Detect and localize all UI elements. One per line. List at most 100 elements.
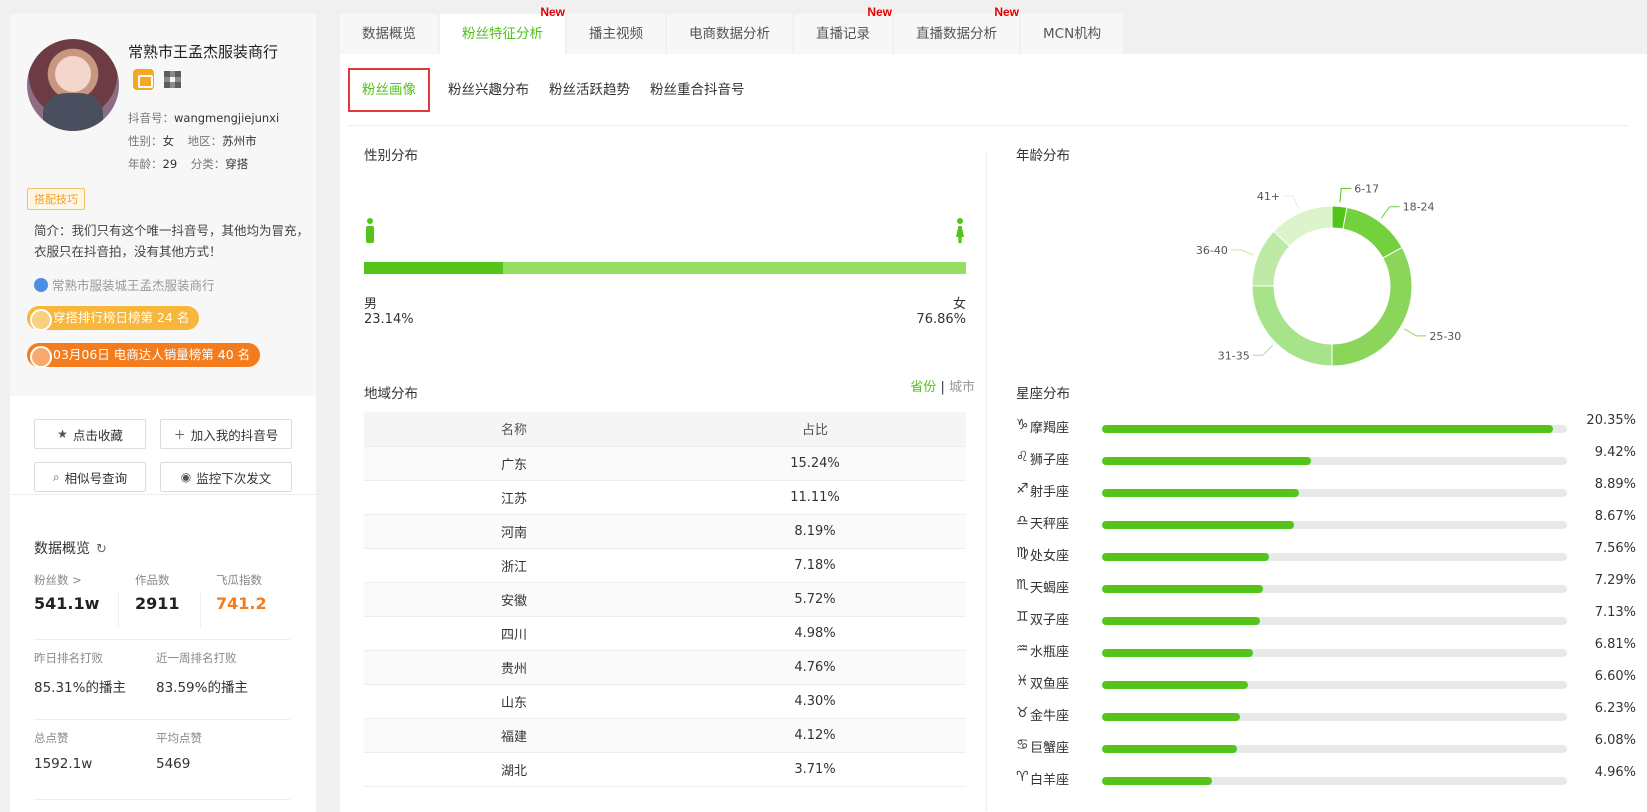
region-name: 浙江 [364, 548, 664, 583]
works-label: 作品数 [135, 573, 170, 587]
qrcode-icon[interactable] [164, 71, 181, 88]
table-row: 安徽 5.72% [364, 582, 966, 617]
age-label: 25-30 [1429, 330, 1461, 343]
rank-daily-badge[interactable]: 穿搭排行榜日榜第 24 名 [27, 306, 200, 331]
zodiac-name: 射手座 [1030, 485, 1070, 500]
region-percent: 4.12% [664, 718, 966, 753]
yesterday-label: 昨日排名打败 [34, 651, 103, 665]
zodiac-percent: 20.35% [1586, 413, 1636, 428]
zodiac-row: ♒ 水瓶座 6.81% [1016, 637, 1636, 672]
age-slice-41+[interactable] [1272, 205, 1333, 248]
similar-search-button[interactable]: ⌕ 相似号查询 [34, 462, 146, 492]
tab-label: 粉丝特征分析 [462, 26, 543, 42]
age-label-line [1252, 345, 1273, 356]
age-slice-18-24[interactable] [1342, 206, 1403, 259]
fans-label: 粉丝数 > [34, 573, 82, 587]
female-icon [954, 218, 966, 244]
table-row: 广东 15.24% [364, 446, 966, 481]
zodiac-percent: 7.29% [1594, 573, 1636, 588]
tab-live-analysis[interactable]: 直播数据分析 New [894, 6, 1019, 54]
gender-bar [364, 262, 966, 274]
zodiac-bar-fill [1102, 617, 1260, 625]
section-divider [10, 494, 316, 495]
main-panel: 数据概览 粉丝特征分析 New 播主视频 电商数据分析 直播记录 New 直播数据分… [340, 6, 1647, 812]
province-toggle[interactable]: 省份 [910, 380, 937, 395]
zodiac-name: 水瓶座 [1030, 645, 1070, 660]
main-tabs: 数据概览 粉丝特征分析 New 播主视频 电商数据分析 直播记录 New 直播数据分… [340, 6, 1647, 54]
category-tag[interactable]: 搭配技巧 [27, 188, 85, 210]
region-percent: 3.71% [664, 752, 966, 787]
rank-sales-badge[interactable]: 03月06日 电商达人销量榜第 40 名 [27, 343, 261, 368]
sub-tabs: 粉丝画像 粉丝兴趣分布 粉丝活跃趋势 粉丝重合抖音号 [348, 68, 755, 112]
week-rank: 近一周排名打败 83.59%的播主 [156, 650, 248, 696]
age-value: 29 [162, 157, 178, 171]
age-slice-25-30[interactable] [1331, 246, 1413, 367]
zodiac-percent: 4.96% [1594, 765, 1636, 780]
zodiac-icon: ♌ [1016, 449, 1029, 465]
zodiac-percent: 8.67% [1594, 509, 1636, 524]
zodiac-bar-fill [1102, 521, 1294, 529]
age-label-line [1404, 328, 1427, 337]
zodiac-bar-fill [1102, 553, 1270, 561]
zodiac-bar-track [1102, 489, 1567, 497]
add-label: 加入我的抖音号 [190, 427, 279, 443]
zodiac-name: 巨蟹座 [1030, 741, 1070, 756]
zodiac-bar-fill [1102, 489, 1299, 497]
subtab-interest[interactable]: 粉丝兴趣分布 [448, 82, 529, 98]
shop-icon[interactable] [133, 69, 154, 90]
region-percent: 7.18% [664, 548, 966, 583]
zodiac-bar-fill [1102, 457, 1311, 465]
week-label: 近一周排名打败 [156, 651, 237, 665]
subtab-portrait[interactable]: 粉丝画像 [348, 68, 430, 112]
region-name: 山东 [364, 684, 664, 719]
zodiac-row: ♌ 狮子座 9.42% [1016, 445, 1636, 480]
male-percent: 23.14% [364, 312, 414, 327]
refresh-icon[interactable]: ↻ [96, 542, 107, 557]
tab-videos[interactable]: 播主视频 [567, 14, 665, 54]
avatar[interactable] [27, 39, 119, 131]
tab-label: 电商数据分析 [689, 26, 770, 42]
male-label: 男 [364, 297, 378, 312]
favorite-button[interactable]: ★ 点击收藏 [34, 419, 146, 449]
douyin-id: wangmengjiejunxi [174, 111, 280, 125]
monitor-button[interactable]: ◉ 监控下次发文 [160, 462, 292, 492]
zodiac-name: 双鱼座 [1030, 677, 1070, 692]
column-divider [986, 151, 987, 811]
zodiac-icon: ♉ [1016, 705, 1029, 721]
tab-label: 播主视频 [589, 26, 643, 42]
overview-title: 数据概览 ↻ [34, 538, 107, 558]
zodiac-name: 金牛座 [1030, 709, 1070, 724]
region-percent: 11.11% [664, 480, 966, 515]
city-toggle[interactable]: 城市 [948, 380, 975, 395]
zodiac-icon: ♑ [1016, 417, 1029, 433]
subtab-overlap[interactable]: 粉丝重合抖音号 [650, 82, 745, 98]
age-label: 31-35 [1218, 349, 1250, 362]
add-account-button[interactable]: ＋ 加入我的抖音号 [160, 419, 292, 449]
yesterday-value: 85.31%的播主 [34, 680, 126, 696]
tab-mcn[interactable]: MCN机构 [1021, 14, 1124, 54]
tab-ecommerce[interactable]: 电商数据分析 [667, 14, 792, 54]
fans-stat[interactable]: 粉丝数 > 541.1w [34, 572, 99, 613]
zodiac-bar-track [1102, 457, 1567, 465]
region-name: 河南 [364, 514, 664, 549]
zodiac-bar-fill [1102, 681, 1249, 689]
region-percent: 4.30% [664, 684, 966, 719]
tab-live-records[interactable]: 直播记录 New [794, 6, 892, 54]
plus-icon: ＋ [173, 427, 186, 442]
index-label: 飞瓜指数 [216, 573, 262, 587]
likes-value: 1592.1w [34, 756, 93, 772]
region-percent: 15.24% [664, 446, 966, 481]
tab-label: 数据概览 [362, 26, 416, 42]
age-category-line: 年龄：29 分类：穿搭 [128, 156, 248, 172]
zodiac-bar-fill [1102, 649, 1253, 657]
zodiac-row: ♐ 射手座 8.89% [1016, 477, 1636, 512]
zodiac-row: ♍ 处女座 7.56% [1016, 541, 1636, 576]
subtab-activity[interactable]: 粉丝活跃趋势 [549, 82, 630, 98]
age-label-line [1339, 187, 1352, 203]
gender-label: 性别： [128, 134, 163, 148]
tab-fan-analysis[interactable]: 粉丝特征分析 New [440, 6, 565, 54]
table-row: 四川 4.98% [364, 616, 966, 651]
region-table: 名称 占比 广东 15.24% 江苏 11.11% 河南 8.19% 浙江 7.18% 安徽 5.7… [364, 412, 966, 787]
tab-overview[interactable]: 数据概览 [340, 14, 438, 54]
zodiac-icon: ♓ [1016, 673, 1029, 689]
